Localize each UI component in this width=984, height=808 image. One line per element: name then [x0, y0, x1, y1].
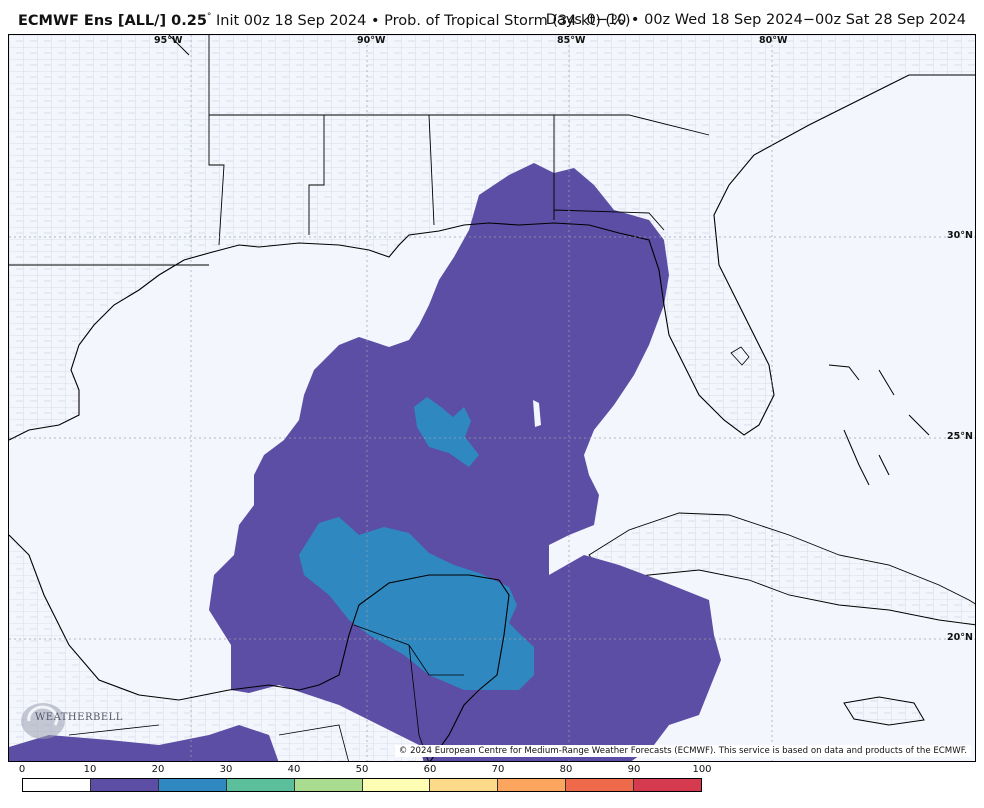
- us-coastline: [9, 74, 975, 441]
- mexico-coastline: [9, 534, 510, 761]
- colorbar-segment: [362, 779, 431, 791]
- lon-label-95w: 95°W: [154, 35, 183, 46]
- lon-label-85w: 85°W: [557, 35, 586, 46]
- lake-okeechobee: [730, 346, 750, 366]
- colorbar-tick: 30: [219, 764, 233, 775]
- prob-20-30-region-south: [299, 517, 534, 690]
- graticule: [9, 35, 975, 761]
- colorbar-tick: 10: [83, 764, 97, 775]
- colorbar-segment: [90, 779, 159, 791]
- colorbar-tick: 80: [559, 764, 573, 775]
- colorbar-tick: 70: [491, 764, 505, 775]
- colorbar-segment: [226, 779, 295, 791]
- prob-hole: [533, 400, 541, 427]
- valid-period: Days 0−10 • 00z Wed 18 Sep 2024−00z Sat …: [545, 12, 966, 28]
- colorbar-ticks: 0 10 20 30 40 50 60 70 80 90 100: [18, 764, 712, 778]
- lat-label-30n: 30°N: [947, 230, 973, 241]
- central-america-borders: [68, 624, 464, 761]
- ecmwf-credit: © 2024 European Centre for Medium-Range …: [394, 745, 971, 757]
- colorbar-tick: 0: [18, 764, 26, 775]
- prob-20-30-region-north: [414, 397, 479, 467]
- colorbar-tick: 90: [627, 764, 641, 775]
- degree-symbol: °: [206, 12, 212, 22]
- colorbar-segment: [430, 779, 499, 791]
- swirl-icon: [21, 703, 65, 739]
- colorbar-tick: 20: [151, 764, 165, 775]
- lat-label-20n: 20°N: [947, 632, 973, 643]
- probability-colorbar: [22, 778, 702, 792]
- colorbar-segment: [158, 779, 227, 791]
- chart-title: ECMWF Ens [ALL/] 0.25° Init 00z 18 Sep 2…: [18, 12, 630, 29]
- colorbar-segment: [498, 779, 567, 791]
- colorbar-segment: [566, 779, 635, 791]
- header: ECMWF Ens [ALL/] 0.25° Init 00z 18 Sep 2…: [0, 0, 984, 34]
- logo-text: WEATHERBELL: [35, 712, 123, 723]
- model-name: ECMWF Ens [ALL/] 0.25: [18, 12, 207, 29]
- colorbar-tick: 60: [423, 764, 437, 775]
- weatherbell-logo: WEATHERBELL: [15, 699, 122, 743]
- state-lines: [9, 35, 710, 266]
- colorbar-tick: 100: [692, 764, 712, 775]
- bahamas: [828, 364, 930, 486]
- colorbar-segment: [294, 779, 363, 791]
- map-panel[interactable]: 95°W 90°W 85°W 80°W 30°N 25°N 20°N WEATH…: [8, 34, 976, 762]
- colorbar-segment: [634, 779, 702, 791]
- title-details: Init 00z 18 Sep 2024 • Prob. of Tropical…: [211, 12, 631, 29]
- map-svg: [9, 35, 975, 761]
- colorbar-segment: [23, 779, 91, 791]
- lat-label-25n: 25°N: [947, 431, 973, 442]
- cuba-land: [588, 512, 975, 626]
- colorbar-tick: 50: [355, 764, 369, 775]
- lon-label-90w: 90°W: [357, 35, 386, 46]
- lon-label-80w: 80°W: [759, 35, 788, 46]
- jamaica: [843, 696, 925, 726]
- prob-10-20-south: [9, 725, 279, 761]
- us-land: [9, 35, 975, 440]
- colorbar-tick: 40: [287, 764, 301, 775]
